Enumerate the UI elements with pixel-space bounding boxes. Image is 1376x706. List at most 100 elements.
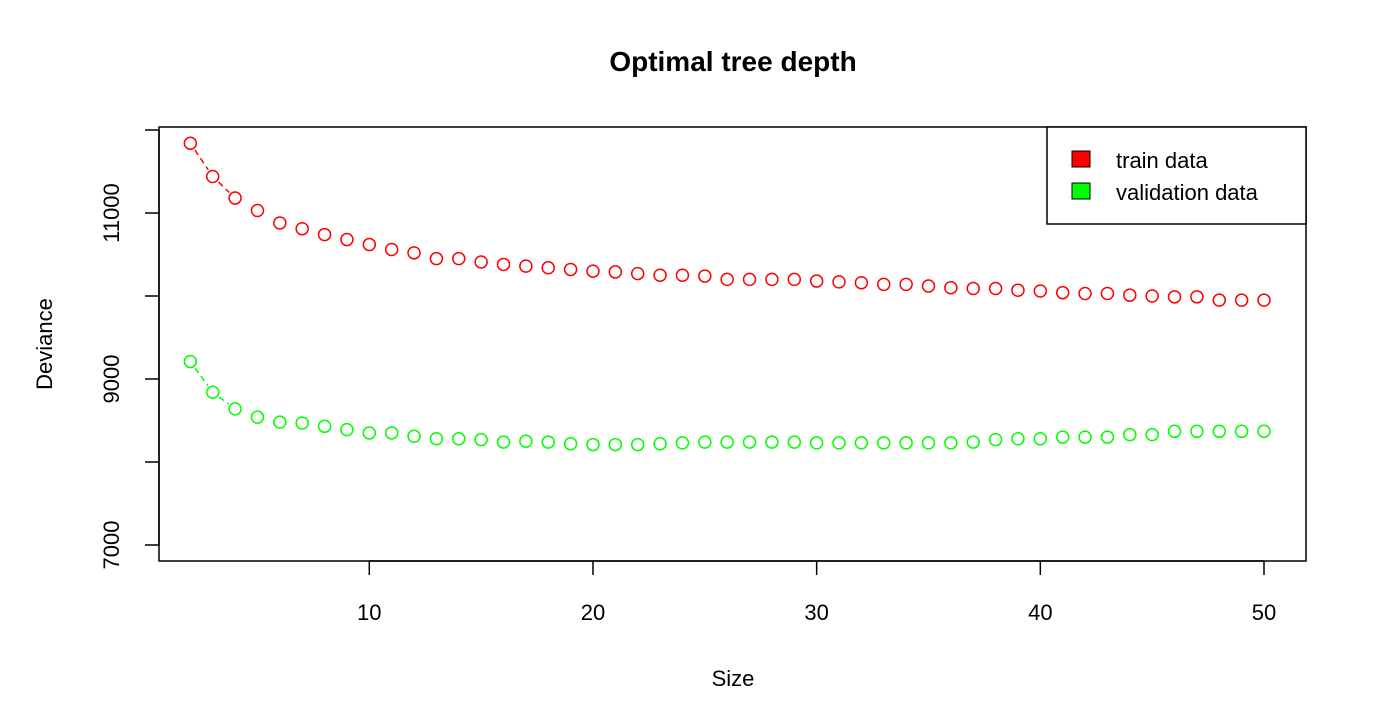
y-tick-label: 11000 — [99, 183, 124, 243]
data-point — [384, 242, 399, 257]
data-point — [966, 281, 980, 296]
data-point — [1190, 424, 1204, 439]
data-point — [474, 432, 488, 447]
data-point — [183, 136, 198, 151]
x-tick-label: 20 — [581, 600, 605, 625]
data-point — [653, 436, 667, 451]
series-connector — [217, 181, 230, 194]
data-point — [183, 354, 198, 369]
legend-box — [1046, 126, 1307, 225]
data-point — [608, 437, 623, 452]
y-tick-label: 9000 — [99, 355, 124, 404]
data-point — [1190, 290, 1204, 304]
data-point — [921, 436, 936, 450]
data-point — [988, 281, 1003, 296]
data-point — [899, 436, 913, 450]
data-point — [854, 275, 869, 290]
legend-label-validation: validation data — [1116, 180, 1259, 205]
data-point — [541, 261, 555, 275]
data-point — [608, 265, 623, 279]
legend-label-train: train data — [1116, 148, 1208, 173]
x-axis: 10 20 30 40 50 — [357, 560, 1276, 625]
x-tick-label: 10 — [357, 600, 381, 625]
data-point — [630, 266, 645, 281]
data-point — [1123, 427, 1137, 442]
y-axis: 7000 9000 11000 — [99, 129, 160, 570]
data-point — [496, 435, 511, 449]
data-point — [1212, 424, 1227, 439]
data-point — [988, 432, 1003, 447]
data-point — [563, 262, 578, 277]
data-point — [832, 275, 846, 289]
data-point — [1145, 427, 1159, 442]
y-axis-label: Deviance — [32, 298, 57, 390]
data-point — [519, 434, 533, 448]
data-point — [407, 246, 421, 260]
data-point — [1033, 432, 1048, 446]
data-point — [1234, 293, 1249, 307]
data-point — [1167, 290, 1182, 304]
data-point — [809, 436, 824, 450]
data-point — [250, 203, 265, 218]
data-point — [273, 415, 287, 429]
data-point — [519, 259, 533, 273]
series-connector — [218, 396, 230, 405]
y-tick-label: 7000 — [99, 521, 124, 570]
data-point — [832, 436, 846, 450]
data-point — [899, 277, 913, 292]
data-point — [1145, 289, 1159, 303]
data-point — [1257, 293, 1271, 307]
data-point — [228, 402, 242, 416]
series-connector — [194, 367, 209, 387]
data-point — [1011, 283, 1025, 297]
data-point — [295, 416, 309, 430]
data-point — [653, 268, 667, 282]
data-point — [1212, 293, 1227, 307]
data-point — [407, 429, 421, 444]
data-point — [362, 426, 377, 440]
data-point — [675, 436, 690, 450]
x-tick-label: 40 — [1028, 600, 1052, 625]
data-point — [429, 432, 444, 446]
data-point — [474, 255, 488, 269]
series-validation — [183, 354, 1271, 452]
data-point — [944, 280, 958, 295]
data-point — [1100, 430, 1115, 444]
data-point — [541, 435, 555, 449]
x-tick-label: 30 — [804, 600, 828, 625]
data-point — [586, 437, 600, 452]
data-point — [496, 257, 511, 272]
data-point — [452, 432, 466, 446]
series-train — [183, 136, 1271, 307]
data-point — [675, 268, 690, 282]
data-point — [1078, 286, 1092, 301]
data-point — [1055, 430, 1070, 444]
data-point — [563, 436, 578, 451]
data-point — [1257, 424, 1271, 439]
x-tick-label: 50 — [1252, 600, 1276, 625]
data-point — [787, 435, 802, 449]
legend: train data validation data — [1046, 126, 1307, 225]
data-point — [362, 237, 377, 252]
series-connector — [194, 149, 209, 171]
data-point — [340, 422, 354, 437]
data-point — [317, 419, 332, 434]
data-point — [630, 437, 645, 452]
data-point — [1011, 432, 1025, 446]
data-point — [228, 191, 242, 205]
data-point — [876, 436, 891, 450]
data-point — [586, 264, 600, 278]
data-point — [340, 232, 354, 247]
data-point — [1078, 430, 1092, 444]
data-point — [742, 272, 757, 287]
data-point — [1033, 284, 1048, 298]
data-point — [787, 272, 802, 287]
data-point — [295, 222, 309, 236]
data-point — [720, 435, 734, 449]
data-point — [698, 435, 712, 449]
data-point — [698, 269, 712, 283]
data-point — [384, 426, 399, 440]
data-point — [452, 251, 466, 266]
data-point — [1123, 288, 1137, 302]
